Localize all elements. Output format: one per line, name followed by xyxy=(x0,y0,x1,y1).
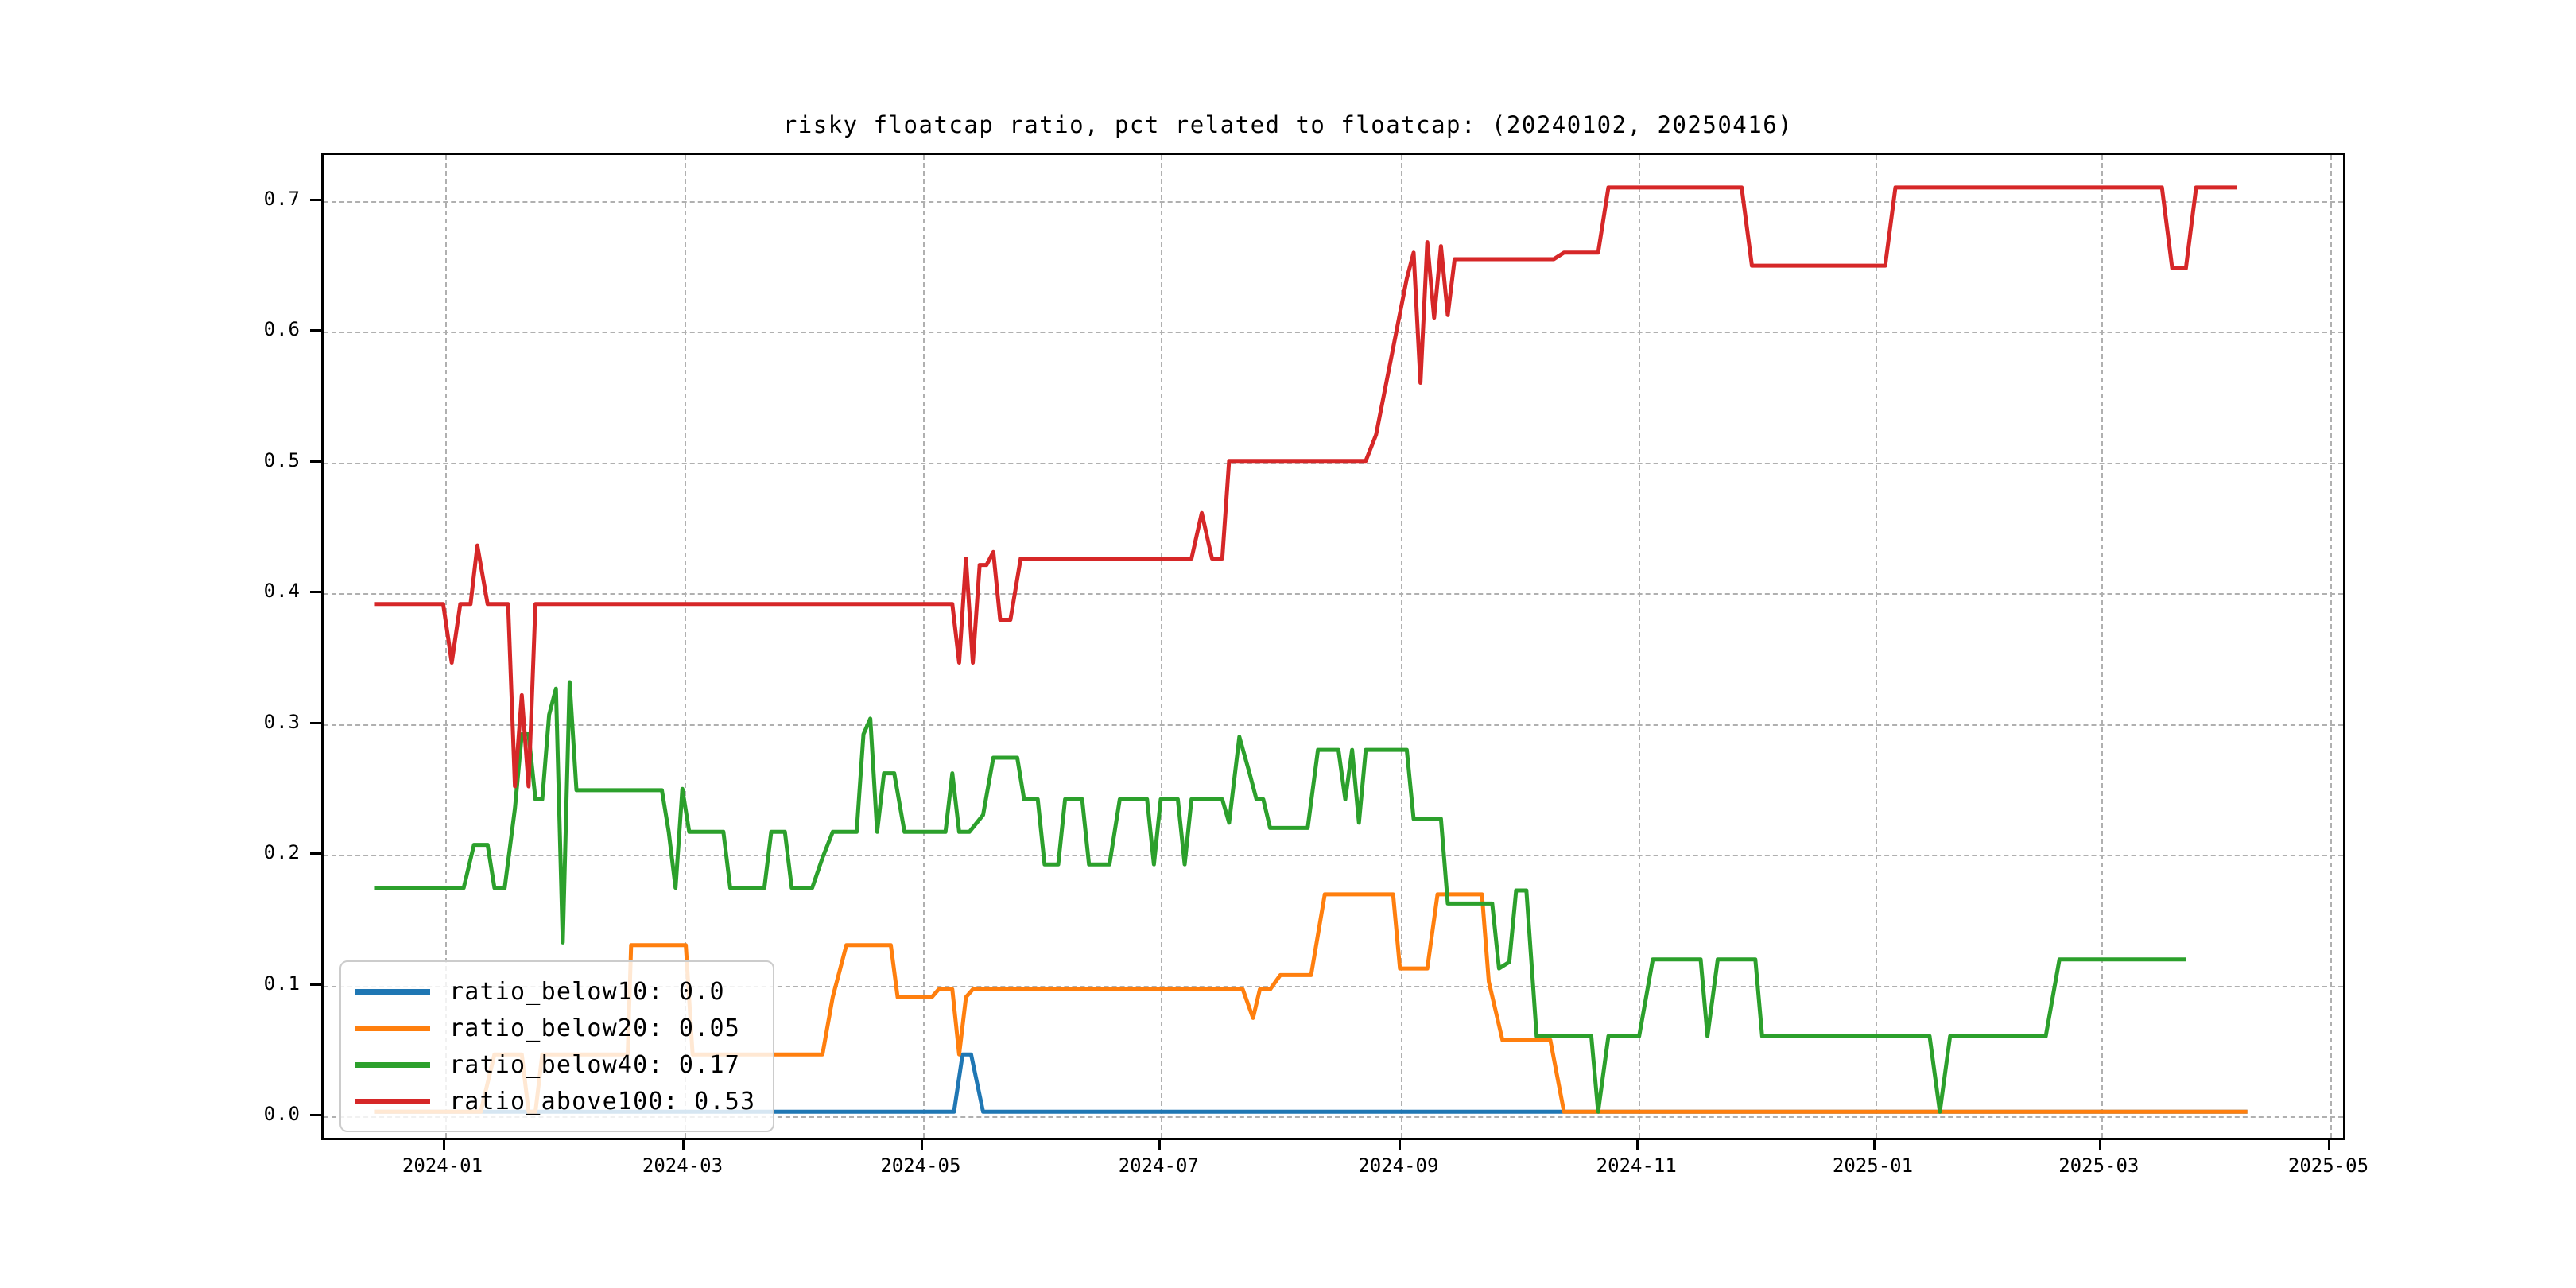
legend-swatch-ratio_above100 xyxy=(355,1098,430,1104)
x-axis-tick-mark xyxy=(1872,1140,1876,1150)
series-ratio_above100 xyxy=(374,188,2237,786)
series-ratio_below40 xyxy=(374,682,2186,1111)
legend-item-ratio_below20[interactable]: ratio_below20: 0.05 xyxy=(355,1010,755,1046)
gridline-horizontal xyxy=(324,200,2343,203)
gridline-horizontal xyxy=(324,332,2343,334)
series-ratio_below20 xyxy=(374,894,2247,1111)
gridline-horizontal xyxy=(324,855,2343,857)
gridline-horizontal xyxy=(324,985,2343,987)
chart-title: risky floatcap ratio, pct related to flo… xyxy=(782,111,1794,138)
x-axis-tick-label: 2024-01 xyxy=(402,1154,483,1177)
y-axis-tick-label: 0.7 xyxy=(263,187,301,210)
x-axis-tick-label: 2024-09 xyxy=(1358,1154,1439,1177)
x-axis-tick-label: 2024-05 xyxy=(880,1154,961,1177)
y-axis-tick-label: 0.4 xyxy=(263,580,301,603)
gridline-vertical xyxy=(1400,155,1402,1138)
x-axis-tick-mark xyxy=(1158,1140,1162,1150)
x-axis-tick-label: 2025-05 xyxy=(2287,1154,2369,1177)
legend-label-ratio_below40: ratio_below40: 0.17 xyxy=(449,1050,740,1079)
legend-label-ratio_above100: ratio_above100: 0.53 xyxy=(449,1087,756,1115)
legend-swatch-ratio_below10 xyxy=(355,988,430,995)
series-layer xyxy=(324,155,2343,1138)
legend-swatch-ratio_below20 xyxy=(355,1025,430,1031)
x-axis-tick-mark xyxy=(920,1140,923,1150)
y-axis-tick-label: 0.5 xyxy=(263,448,301,471)
y-axis-tick-mark xyxy=(310,329,321,332)
series-line-ratio_below20 xyxy=(374,894,2247,1111)
y-axis-tick-mark xyxy=(310,591,321,594)
legend-item-ratio_above100[interactable]: ratio_above100: 0.53 xyxy=(355,1083,755,1119)
legend-label-ratio_below20: ratio_below20: 0.05 xyxy=(449,1014,740,1042)
x-axis-tick-mark xyxy=(682,1140,685,1150)
gridline-horizontal xyxy=(324,462,2343,464)
y-axis-tick-label: 0.2 xyxy=(263,841,301,864)
x-axis-tick-label: 2024-11 xyxy=(1596,1154,1677,1177)
plot-inner xyxy=(324,155,2343,1138)
legend-item-ratio_below10[interactable]: ratio_below10: 0.0 xyxy=(355,973,755,1010)
legend-item-ratio_below40[interactable]: ratio_below40: 0.17 xyxy=(355,1046,755,1083)
x-axis-tick-label: 2025-01 xyxy=(1832,1154,1914,1177)
y-axis-tick-label: 0.3 xyxy=(263,710,301,733)
y-axis-tick-mark xyxy=(310,198,321,201)
legend-swatch-ratio_below40 xyxy=(355,1061,430,1068)
gridline-vertical xyxy=(922,155,925,1138)
y-axis-tick-mark xyxy=(310,721,321,724)
y-axis-tick-mark xyxy=(310,460,321,463)
y-axis-tick-label: 0.1 xyxy=(263,972,301,995)
gridline-vertical xyxy=(2101,155,2103,1138)
gridline-vertical xyxy=(1875,155,1877,1138)
x-axis-tick-label: 2024-03 xyxy=(642,1154,724,1177)
y-axis-tick-mark xyxy=(310,983,321,986)
gridline-vertical xyxy=(444,155,447,1138)
x-axis-tick-mark xyxy=(1398,1140,1401,1150)
gridline-vertical xyxy=(1161,155,1163,1138)
gridline-horizontal xyxy=(324,1116,2343,1119)
gridline-vertical xyxy=(1639,155,1641,1138)
x-axis-tick-mark xyxy=(2328,1140,2331,1150)
gridline-vertical xyxy=(2330,155,2333,1138)
y-axis-tick-label: 0.6 xyxy=(263,318,301,341)
y-axis-tick-mark xyxy=(310,852,321,855)
x-axis-tick-mark xyxy=(442,1140,445,1150)
y-axis-tick-label: 0.0 xyxy=(263,1103,301,1126)
x-axis-tick-mark xyxy=(2098,1140,2101,1150)
y-axis-tick-mark xyxy=(310,1114,321,1117)
gridline-horizontal xyxy=(324,724,2343,726)
gridline-horizontal xyxy=(324,593,2343,596)
gridline-vertical xyxy=(685,155,687,1138)
legend-label-ratio_below10: ratio_below10: 0.0 xyxy=(449,977,725,1006)
x-axis-tick-mark xyxy=(1636,1140,1639,1150)
series-line-ratio_below40 xyxy=(374,682,2186,1111)
series-line-ratio_above100 xyxy=(374,188,2237,786)
plot-area xyxy=(321,153,2345,1140)
x-axis-tick-label: 2024-07 xyxy=(1118,1154,1199,1177)
chart-legend: ratio_below10: 0.0 ratio_below20: 0.05 rat… xyxy=(339,960,775,1132)
x-axis-tick-label: 2025-03 xyxy=(2058,1154,2140,1177)
